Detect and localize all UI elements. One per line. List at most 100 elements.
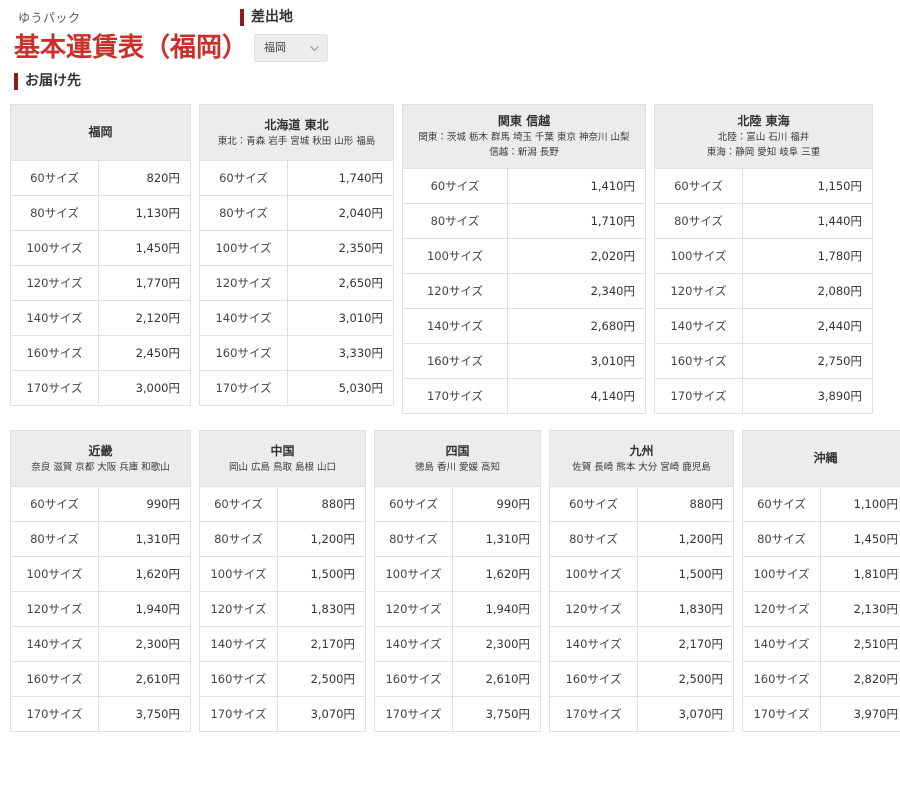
size-cell: 120サイズ xyxy=(742,591,821,627)
table-row: 120サイズ 2,080円 xyxy=(654,273,873,309)
size-cell: 140サイズ xyxy=(549,626,638,662)
table-row: 80サイズ 1,450円 xyxy=(742,521,900,557)
price-cell: 1,620円 xyxy=(98,556,191,592)
price-cell: 3,070円 xyxy=(277,696,366,732)
table-row: 170サイズ 4,140円 xyxy=(402,378,646,414)
rate-card-hokkaido-tohoku: 北海道 東北 東北：青森 岩手 宮城 秋田 山形 福島 60サイズ 1,740円 80サ… xyxy=(199,104,394,406)
size-cell: 80サイズ xyxy=(549,521,638,557)
region-header-fukuoka: 福岡 xyxy=(10,104,191,161)
table-row: 100サイズ 1,620円 xyxy=(10,556,191,592)
region-prefectures-line-1: 佐賀 長崎 熊本 大分 宮崎 鹿児島 xyxy=(572,461,711,473)
size-cell: 60サイズ xyxy=(199,160,288,196)
price-cell: 1,940円 xyxy=(452,591,541,627)
price-cell: 2,300円 xyxy=(98,626,191,662)
accent-bar-icon xyxy=(240,8,244,26)
price-cell: 1,940円 xyxy=(98,591,191,627)
size-cell: 160サイズ xyxy=(10,661,99,697)
table-row: 100サイズ 1,450円 xyxy=(10,230,191,266)
table-row: 80サイズ 2,040円 xyxy=(199,195,394,231)
price-cell: 1,710円 xyxy=(507,203,646,239)
table-row: 60サイズ 1,100円 xyxy=(742,486,900,522)
size-cell: 100サイズ xyxy=(10,230,99,266)
region-name: 近畿 xyxy=(88,443,113,458)
brand-label: ゆうパック xyxy=(18,11,81,25)
size-cell: 100サイズ xyxy=(199,556,278,592)
size-cell: 100サイズ xyxy=(549,556,638,592)
table-row: 170サイズ 3,970円 xyxy=(742,696,900,732)
size-cell: 160サイズ xyxy=(402,343,508,379)
size-cell: 80サイズ xyxy=(10,521,99,557)
region-name: 関東 信越 xyxy=(497,114,551,128)
price-cell: 3,750円 xyxy=(452,696,541,732)
price-cell: 1,500円 xyxy=(637,556,734,592)
table-row: 100サイズ 1,810円 xyxy=(742,556,900,592)
table-row: 160サイズ 3,010円 xyxy=(402,343,646,379)
size-cell: 140サイズ xyxy=(199,300,288,336)
rate-card-kyushu: 九州 佐賀 長崎 熊本 大分 宮崎 鹿児島 60サイズ 880円 80サイズ 1,200円… xyxy=(549,430,734,732)
rate-card-fukuoka: 福岡 60サイズ 820円 80サイズ 1,130円 100サイズ 1,450円 120サイズ… xyxy=(10,104,191,406)
region-name: 福岡 xyxy=(88,125,113,139)
size-cell: 100サイズ xyxy=(402,238,508,274)
size-cell: 80サイズ xyxy=(374,521,453,557)
price-cell: 2,020円 xyxy=(507,238,646,274)
rate-table-kyushu: 九州 佐賀 長崎 熊本 大分 宮崎 鹿児島 60サイズ 880円 80サイズ 1,200円… xyxy=(549,430,734,732)
table-row: 160サイズ 2,500円 xyxy=(199,661,366,697)
price-cell: 2,650円 xyxy=(287,265,394,301)
size-cell: 100サイズ xyxy=(742,556,821,592)
rate-card-chugoku: 中国 岡山 広島 鳥取 島根 山口 60サイズ 880円 80サイズ 1,200円 100サ… xyxy=(199,430,366,732)
price-cell: 2,340円 xyxy=(507,273,646,309)
region-prefectures-line-1: 徳島 香川 愛媛 高知 xyxy=(414,461,501,473)
table-row: 100サイズ 1,500円 xyxy=(199,556,366,592)
region-header-chugoku: 中国 岡山 広島 鳥取 島根 山口 xyxy=(199,430,366,487)
price-cell: 3,010円 xyxy=(287,300,394,336)
table-row: 100サイズ 2,350円 xyxy=(199,230,394,266)
size-cell: 170サイズ xyxy=(199,696,278,732)
price-cell: 1,410円 xyxy=(507,168,646,204)
table-row: 80サイズ 1,200円 xyxy=(549,521,734,557)
price-cell: 1,450円 xyxy=(820,521,900,557)
price-cell: 1,830円 xyxy=(637,591,734,627)
rate-table-shikoku: 四国 徳島 香川 愛媛 高知 60サイズ 990円 80サイズ 1,310円 100サイズ 1… xyxy=(374,430,541,732)
table-row: 170サイズ 5,030円 xyxy=(199,370,394,406)
size-cell: 60サイズ xyxy=(549,486,638,522)
region-name: 北海道 東北 xyxy=(264,117,329,132)
origin-section-label: 差出地 xyxy=(240,8,293,26)
table-row: 160サイズ 2,450円 xyxy=(10,335,191,371)
size-cell: 140サイズ xyxy=(10,300,99,336)
table-row: 80サイズ 1,710円 xyxy=(402,203,646,239)
region-name: 九州 xyxy=(629,443,654,458)
price-cell: 1,450円 xyxy=(98,230,191,266)
size-cell: 60サイズ xyxy=(402,168,508,204)
rate-card-shikoku: 四国 徳島 香川 愛媛 高知 60サイズ 990円 80サイズ 1,310円 100サイズ 1… xyxy=(374,430,541,732)
table-row: 140サイズ 2,300円 xyxy=(374,626,541,662)
size-cell: 140サイズ xyxy=(10,626,99,662)
accent-bar-icon xyxy=(14,72,18,90)
price-cell: 2,510円 xyxy=(820,626,900,662)
size-cell: 160サイズ xyxy=(199,661,278,697)
rate-card-kinki: 近畿 奈良 滋賀 京都 大阪 兵庫 和歌山 60サイズ 990円 80サイズ 1,310円… xyxy=(10,430,191,732)
table-row: 160サイズ 3,330円 xyxy=(199,335,394,371)
price-cell: 880円 xyxy=(637,486,734,522)
region-header-kyushu: 九州佐賀 長崎 熊本 大分 宮崎 鹿児島 xyxy=(549,430,734,487)
table-row: 170サイズ 3,750円 xyxy=(10,696,191,732)
table-row: 120サイズ 2,340円 xyxy=(402,273,646,309)
size-cell: 140サイズ xyxy=(374,626,453,662)
origin-select[interactable]: 福岡 xyxy=(254,34,329,62)
table-row: 170サイズ 3,070円 xyxy=(199,696,366,732)
size-cell: 160サイズ xyxy=(374,661,453,697)
price-cell: 820円 xyxy=(98,160,191,196)
size-cell: 120サイズ xyxy=(199,591,278,627)
table-row: 100サイズ 1,500円 xyxy=(549,556,734,592)
region-name: 沖縄 xyxy=(813,451,838,465)
price-cell: 1,830円 xyxy=(277,591,366,627)
size-cell: 170サイズ xyxy=(10,370,99,406)
table-row: 140サイズ 2,170円 xyxy=(549,626,734,662)
price-cell: 1,100円 xyxy=(820,486,900,522)
origin-select-value: 福岡 xyxy=(264,41,287,54)
table-row: 80サイズ 1,310円 xyxy=(374,521,541,557)
size-cell: 60サイズ xyxy=(199,486,278,522)
price-cell: 1,200円 xyxy=(637,521,734,557)
page-header: ゆうパック 差出地 基本運賃表（福岡） 福岡 お届け先 xyxy=(0,0,900,98)
rate-table-kinki: 近畿 奈良 滋賀 京都 大阪 兵庫 和歌山 60サイズ 990円 80サイズ 1,310円… xyxy=(10,430,191,732)
